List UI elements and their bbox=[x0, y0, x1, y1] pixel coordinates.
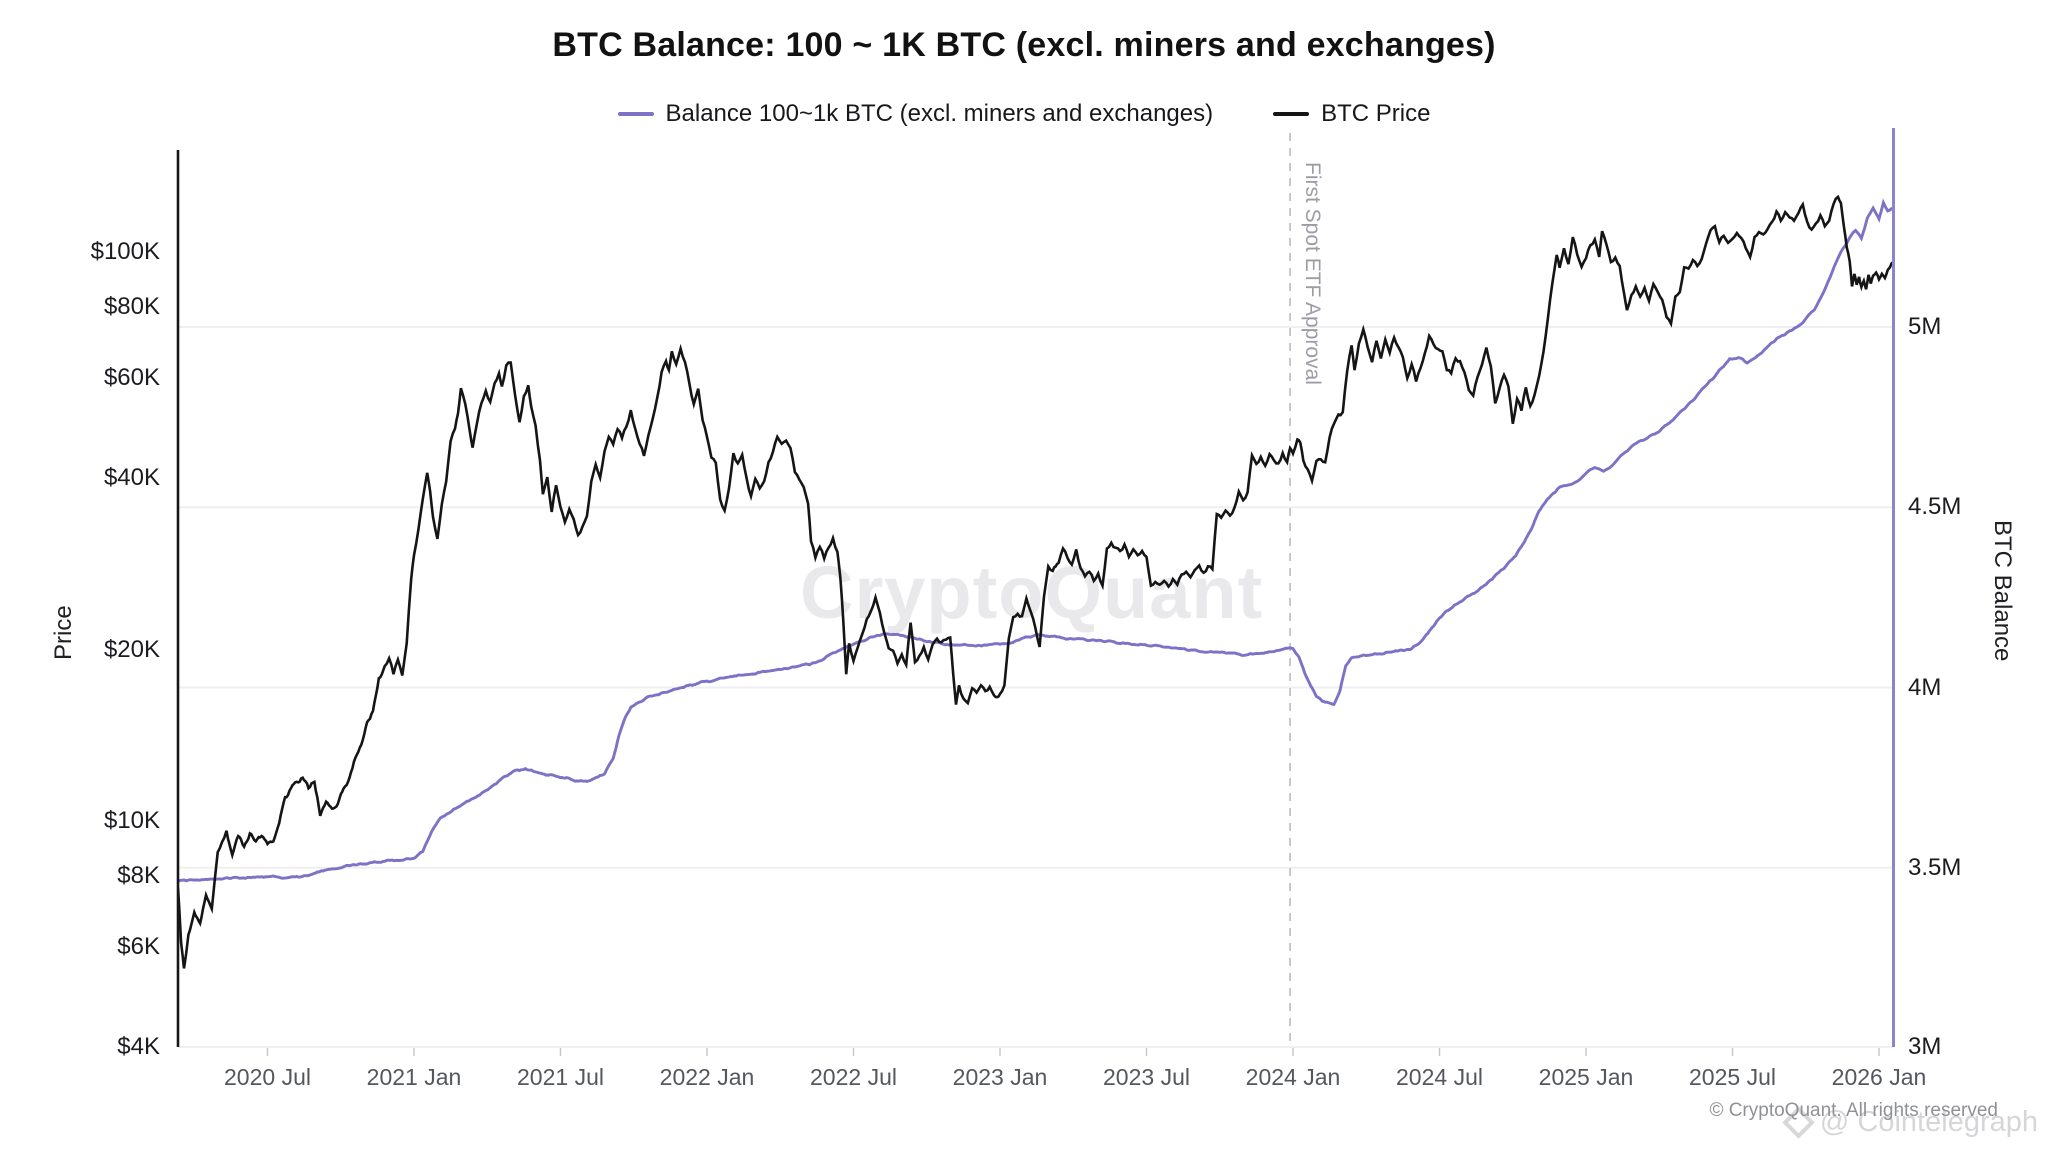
copyright-notice: © CryptoQuant. All rights reserved bbox=[1709, 1100, 1998, 1121]
y-left-tick-label: $10K bbox=[103, 806, 160, 834]
gridlines bbox=[178, 326, 1893, 1048]
x-tick-label: 2024 Jul bbox=[1396, 1064, 1483, 1090]
y-left-tick-label: $40K bbox=[103, 464, 160, 492]
balance-line-swatch-icon bbox=[617, 112, 654, 116]
legend-item-btc-price: BTC Price bbox=[1273, 100, 1430, 128]
y-left-tick-label: $4K bbox=[117, 1033, 160, 1060]
y-right-tick-label: 3.5M bbox=[1908, 853, 1962, 881]
y-right-tick-label: 4.5M bbox=[1908, 493, 1962, 521]
legend: Balance 100~1k BTC (excl. miners and exc… bbox=[0, 100, 2048, 128]
x-tick-label: 2025 Jan bbox=[1538, 1064, 1634, 1090]
btc-price-series-line bbox=[177, 194, 1894, 969]
legend-label-btc-price: BTC Price bbox=[1321, 100, 1431, 127]
x-tick-label: 2026 Jan bbox=[1831, 1064, 1927, 1090]
y-left-tick-label: $20K bbox=[103, 635, 160, 663]
x-axis-tick-marks bbox=[266, 1048, 1880, 1056]
x-tick-label: 2025 Jul bbox=[1689, 1064, 1776, 1090]
y-right-tick-label: 5M bbox=[1908, 313, 1942, 340]
x-tick-label: 2021 Jul bbox=[517, 1064, 604, 1090]
cryptoquant-watermark: CryptoQuant bbox=[800, 551, 1264, 634]
legend-item-balance: Balance 100~1k BTC (excl. miners and exc… bbox=[617, 100, 1214, 128]
x-tick-label: 2022 Jan bbox=[659, 1064, 755, 1090]
price-line-swatch-icon bbox=[1273, 112, 1310, 116]
x-tick-label: 2021 Jan bbox=[366, 1064, 462, 1090]
y-right-tick-label: 3M bbox=[1908, 1033, 1942, 1060]
y-left-tick-label: $60K bbox=[103, 364, 160, 392]
x-tick-label: 2023 Jul bbox=[1103, 1064, 1190, 1090]
right-axis-title: BTC Balance bbox=[1989, 520, 2016, 662]
cointelegraph-watermark-label: @ Cointelegraph bbox=[1819, 1106, 2038, 1138]
legend-label-balance: Balance 100~1k BTC (excl. miners and exc… bbox=[665, 100, 1214, 127]
etf-approval-annotation-label: First Spot ETF Approval bbox=[1301, 162, 1324, 385]
y-left-tick-label: $80K bbox=[103, 293, 160, 321]
y-left-tick-label: $100K bbox=[90, 238, 160, 265]
y-left-tick-label: $6K bbox=[117, 932, 160, 960]
y-left-tick-label: $8K bbox=[117, 861, 160, 889]
chart-title: BTC Balance: 100 ~ 1K BTC (excl. miners … bbox=[552, 26, 1496, 64]
y-right-tick-label: 4M bbox=[1908, 673, 1942, 701]
balance-series-line bbox=[177, 198, 1894, 883]
x-tick-label: 2023 Jan bbox=[952, 1064, 1048, 1090]
x-tick-label: 2024 Jan bbox=[1245, 1064, 1341, 1090]
x-tick-label: 2020 Jul bbox=[224, 1064, 311, 1090]
cointelegraph-watermark: @ Cointelegraph bbox=[1782, 1106, 2038, 1139]
x-tick-label: 2022 Jul bbox=[810, 1064, 897, 1090]
